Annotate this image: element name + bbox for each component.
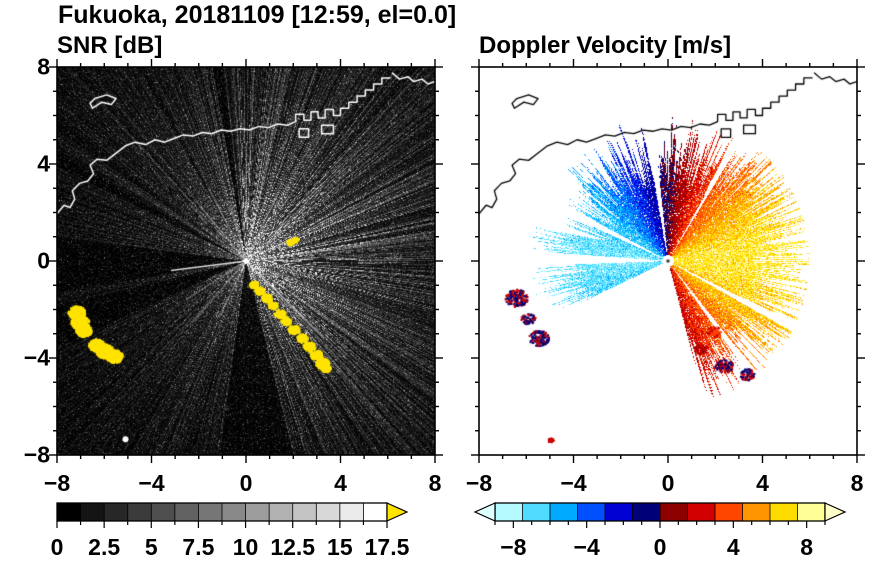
x-tick-label: −4	[138, 470, 165, 496]
colorbar-segment	[495, 503, 523, 521]
colorbar-segment	[550, 503, 578, 521]
velocity-colorbar-tick-label: 8	[800, 534, 814, 560]
snr-radar-canvas	[57, 67, 435, 455]
colorbar-segment	[245, 503, 270, 521]
snr-panel-title: SNR [dB]	[57, 32, 163, 59]
y-tick-label: −8	[23, 441, 50, 468]
colorbar-segment	[660, 503, 688, 521]
colorbar-segment	[269, 503, 294, 521]
colorbar-segment	[104, 503, 129, 521]
colorbar-segment	[198, 503, 223, 521]
x-tick-label: −8	[465, 470, 493, 496]
snr-colorbar-tick-label: 0	[50, 534, 64, 560]
x-tick-label: 8	[850, 470, 864, 496]
x-tick-label: 4	[756, 470, 769, 496]
colorbar-segment	[632, 503, 661, 521]
colorbar-segment	[797, 503, 826, 521]
colorbar-over-arrow	[386, 502, 409, 522]
velocity-panel	[471, 59, 865, 463]
snr-colorbar-tick-label: 2.5	[88, 534, 121, 560]
figure-title: Fukuoka, 20181109 [12:59, el=0.0]	[58, 1, 457, 29]
y-tick-label: 8	[37, 53, 50, 80]
snr-colorbar-tick-label: 5	[144, 534, 158, 560]
velocity-panel-title: Doppler Velocity [m/s]	[479, 32, 732, 59]
snr-colorbar-tick-label: 7.5	[182, 534, 215, 560]
x-tick-label: 0	[239, 470, 253, 496]
colorbar-segment	[770, 503, 798, 521]
x-tick-label: 8	[428, 470, 442, 496]
velocity-radar-canvas	[479, 67, 857, 455]
colorbar-segment	[363, 503, 388, 521]
colorbar-segment	[57, 503, 82, 521]
snr-axes-frame	[49, 59, 443, 463]
y-tick-label: −4	[23, 344, 50, 371]
colorbar-segment	[174, 503, 199, 521]
x-tick-label: −8	[43, 470, 71, 496]
snr-colorbar-tick-label: 17.5	[364, 534, 410, 560]
x-tick-label: 0	[661, 470, 675, 496]
colorbar-segment	[292, 503, 317, 521]
colorbar-segment	[222, 503, 247, 521]
snr-colorbar	[56, 502, 409, 528]
velocity-colorbar-tick-label: 0	[653, 534, 667, 560]
y-tick-label: 4	[37, 150, 50, 177]
velocity-colorbar	[473, 502, 847, 528]
colorbar-over-arrow	[824, 502, 847, 522]
velocity-colorbar-tick-label: −4	[573, 534, 600, 560]
colorbar-segment	[316, 503, 341, 521]
velocity-colorbar-tick-label: −8	[500, 534, 527, 560]
velocity-colorbar-tick-label: 4	[726, 534, 740, 560]
x-tick-label: 4	[334, 470, 347, 496]
colorbar-under-arrow	[473, 502, 496, 522]
colorbar-segment	[577, 503, 606, 521]
snr-colorbar-tick-label: 10	[232, 534, 259, 560]
snr-colorbar-tick-label: 12.5	[270, 534, 316, 560]
y-tick-label: 0	[37, 247, 50, 274]
colorbar-segment	[522, 503, 551, 521]
snr-colorbar-tick-label: 15	[327, 534, 353, 560]
colorbar-segment	[687, 503, 716, 521]
colorbar-segment	[151, 503, 176, 521]
velocity-axes-frame	[471, 59, 865, 463]
colorbar-segment	[742, 503, 771, 521]
colorbar-segment	[339, 503, 364, 521]
colorbar-segment	[715, 503, 743, 521]
snr-panel	[49, 59, 443, 463]
colorbar-segment	[605, 503, 633, 521]
colorbar-segment	[127, 503, 152, 521]
colorbar-segment	[80, 503, 105, 521]
x-tick-label: −4	[560, 470, 587, 496]
